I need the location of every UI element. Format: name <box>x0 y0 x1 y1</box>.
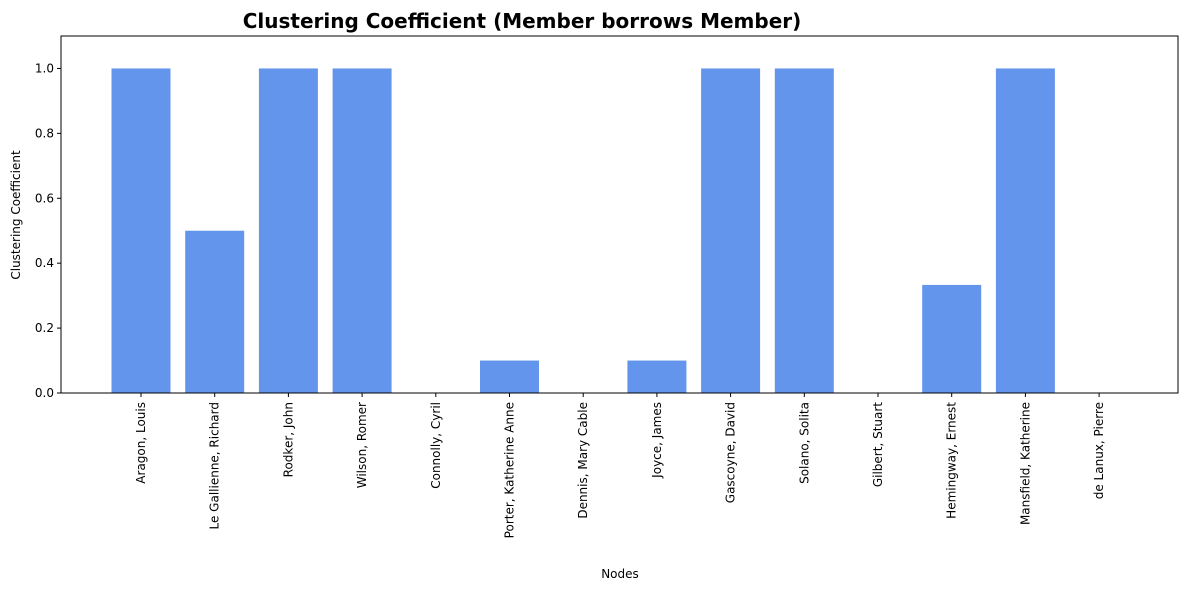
bar <box>480 360 539 393</box>
y-tick-label: 0.4 <box>35 256 54 270</box>
y-tick-label: 0.2 <box>35 321 54 335</box>
x-tick-label: Aragon, Louis <box>134 402 148 484</box>
bar <box>774 68 834 393</box>
bar <box>627 360 687 393</box>
bar <box>701 68 761 393</box>
bar <box>922 284 982 393</box>
bar <box>995 68 1055 393</box>
y-tick-label: 0.8 <box>35 126 54 140</box>
bar <box>185 230 245 393</box>
x-tick-label: Rodker, John <box>281 402 295 477</box>
y-tick-label: 0.0 <box>35 386 54 400</box>
chart-title: Clustering Coefficient (Member borrows M… <box>243 9 802 33</box>
x-tick-label: Wilson, Romer <box>355 402 369 488</box>
x-axis-label: Nodes <box>601 567 639 581</box>
x-tick-label: Mansfield, Katherine <box>1018 402 1032 525</box>
y-tick-label: 1.0 <box>35 61 54 75</box>
x-tick-label: Dennis, Mary Cable <box>576 402 590 519</box>
x-tick-label: Hemingway, Ernest <box>945 402 959 519</box>
x-tick-label: Gilbert, Stuart <box>871 402 885 487</box>
bar <box>111 68 171 393</box>
x-tick-label: Gascoyne, David <box>724 402 738 503</box>
x-tick-label: Porter, Katherine Anne <box>503 402 517 538</box>
y-axis-label: Clustering Coefficient <box>9 150 23 280</box>
x-tick-label: Joyce, James <box>650 402 664 479</box>
plot-frame <box>60 35 1179 394</box>
bar <box>332 68 392 393</box>
plot-area: 0.0 0.2 0.4 0.6 0.8 1.0 Aragon, Louis Le Gallie… <box>35 35 1179 538</box>
x-tick-label: Le Gallienne, Richard <box>208 402 222 530</box>
x-tick-label: Connolly, Cyril <box>429 402 443 489</box>
x-tick-label: de Lanux, Pierre <box>1092 402 1106 499</box>
y-tick-label: 0.6 <box>35 191 54 205</box>
bar <box>258 68 318 393</box>
x-tick-label: Solano, Solita <box>797 402 811 484</box>
